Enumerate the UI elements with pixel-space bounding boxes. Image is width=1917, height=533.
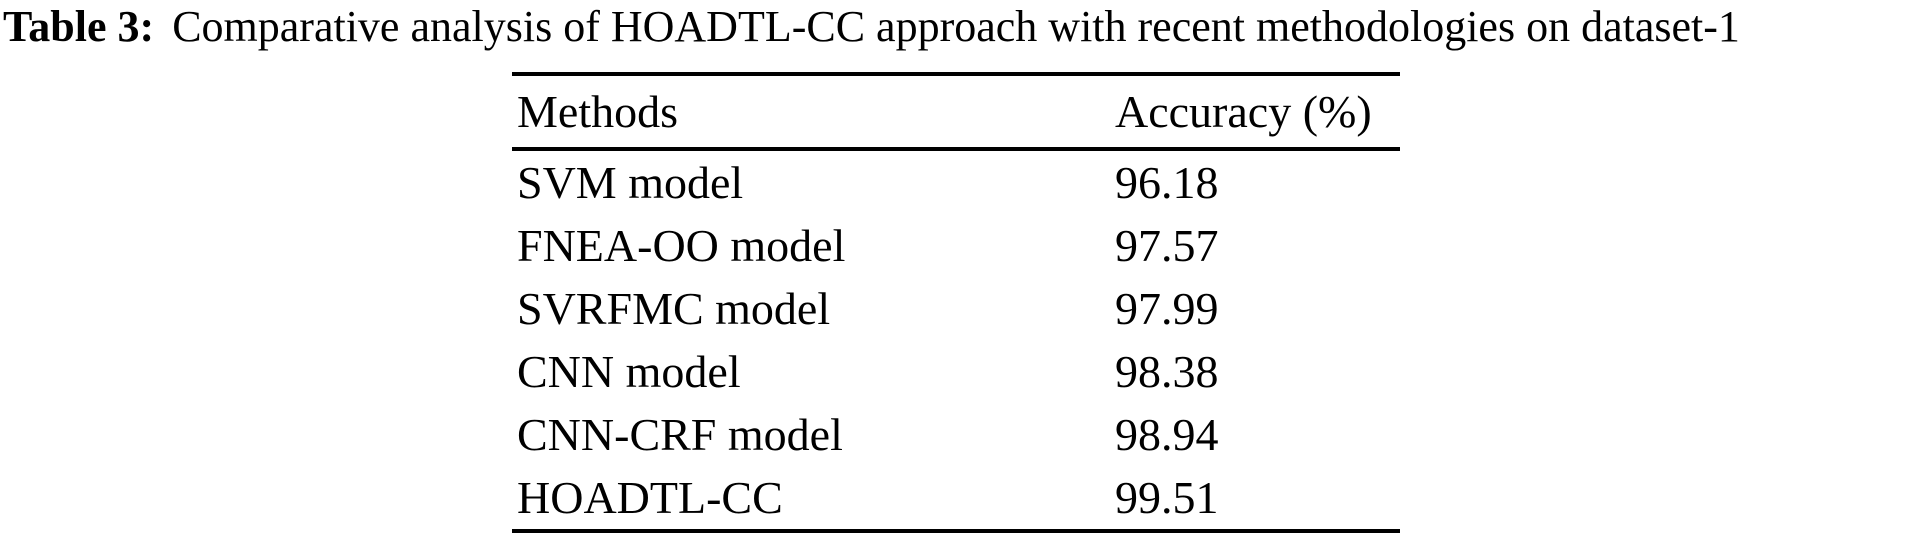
caption-label: Table 3:: [3, 2, 155, 51]
table-row: SVRFMC model 97.99: [512, 277, 1400, 340]
method-cell: SVM model: [517, 156, 744, 208]
accuracy-cell: 97.57: [1115, 219, 1219, 271]
table-row: SVM model 96.18: [512, 151, 1400, 214]
table-top-rule: [512, 72, 1400, 76]
table-bottom-rule: [512, 529, 1400, 533]
method-cell: CNN-CRF model: [517, 408, 843, 460]
table-row: FNEA-OO model 97.57: [512, 214, 1400, 277]
table-header-row: Methods Accuracy (%): [512, 76, 1400, 147]
method-cell: HOADTL-CC: [517, 471, 783, 523]
column-header-methods: Methods: [517, 85, 678, 137]
method-cell: FNEA-OO model: [517, 219, 846, 271]
results-table: Methods Accuracy (%) SVM model 96.18 FNE…: [512, 72, 1400, 533]
caption-text: Comparative analysis of HOADTL-CC approa…: [172, 2, 1740, 51]
column-header-accuracy: Accuracy (%): [1115, 85, 1372, 137]
table-row: CNN model 98.38: [512, 340, 1400, 403]
method-cell: SVRFMC model: [517, 282, 831, 334]
table-row: CNN-CRF model 98.94: [512, 403, 1400, 466]
table-row: HOADTL-CC 99.51: [512, 466, 1400, 529]
accuracy-cell: 99.51: [1115, 471, 1219, 523]
accuracy-cell: 98.38: [1115, 345, 1219, 397]
accuracy-cell: 98.94: [1115, 408, 1219, 460]
method-cell: CNN model: [517, 345, 741, 397]
accuracy-cell: 96.18: [1115, 156, 1219, 208]
accuracy-cell: 97.99: [1115, 282, 1219, 334]
table-caption: Table 3: Comparative analysis of HOADTL-C…: [3, 5, 1740, 49]
table-header-rule: [512, 147, 1400, 151]
